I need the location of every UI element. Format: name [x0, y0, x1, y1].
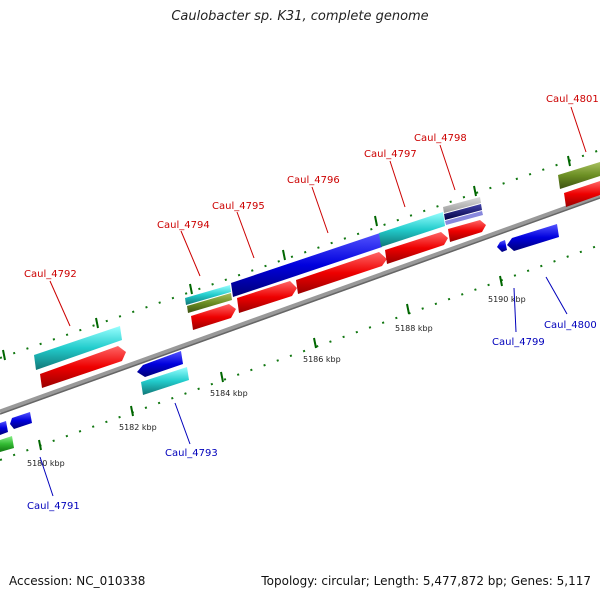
- tick-mark: [95, 317, 99, 329]
- genome-backbone: [0, 193, 600, 415]
- leader-lines-bottom: [39, 276, 568, 497]
- leader-line: [570, 106, 587, 153]
- tick-mark: [2, 349, 6, 361]
- leader-line: [389, 160, 406, 208]
- leader-line: [49, 280, 71, 327]
- tick-mark: [220, 371, 224, 383]
- tick-mark: [38, 439, 42, 451]
- gene-caul-4801-red[interactable]: [564, 181, 600, 207]
- gene-caul-4793-blue[interactable]: [137, 351, 183, 377]
- gene-caul-4794-olive[interactable]: [187, 293, 232, 313]
- gene-caul-4794-cyan[interactable]: [185, 285, 231, 305]
- leader-line: [236, 211, 255, 259]
- gene-label[interactable]: Caul_4791: [27, 501, 80, 512]
- tick-mark: [406, 303, 410, 315]
- gene-label[interactable]: Caul_4796: [287, 175, 340, 186]
- tick-mark: [499, 275, 503, 287]
- tick-label: 5182 kbp: [119, 423, 157, 432]
- gene-caul-4798-gray[interactable]: [443, 197, 481, 213]
- accession-label: Accession: NC_010338: [9, 574, 146, 588]
- tick-mark: [189, 283, 193, 295]
- gene-caul-4795-blue[interactable]: [231, 233, 382, 297]
- gene-label[interactable]: Caul_4794: [157, 220, 210, 231]
- tick-mark: [130, 405, 134, 417]
- tick-label: 5186 kbp: [303, 355, 341, 364]
- tick-label: 5188 kbp: [395, 324, 433, 333]
- leader-line: [180, 230, 201, 277]
- genome-backbone-shadow: [0, 197, 600, 415]
- gene-caul-4798-red[interactable]: [448, 220, 486, 242]
- leader-line: [174, 402, 191, 445]
- gene-label[interactable]: Caul_4793: [165, 448, 218, 459]
- tick-label: 5190 kbp: [488, 295, 526, 304]
- leader-line: [39, 456, 54, 497]
- lower-guide-line: [0, 244, 600, 461]
- gene-caul-4791-blue-2[interactable]: [10, 412, 32, 429]
- tick-mark: [473, 185, 477, 197]
- genome-summary: Topology: circular; Length: 5,477,872 bp…: [261, 574, 591, 588]
- gene-label[interactable]: Caul_4800: [544, 320, 597, 331]
- leader-line: [439, 144, 456, 191]
- tick-label: 5180 kbp: [27, 459, 65, 468]
- map-title: Caulobacter sp. K31, complete genome: [171, 9, 429, 24]
- gene-caul-4800-blue[interactable]: [507, 224, 559, 251]
- gene-caul-4791-green[interactable]: [0, 436, 14, 452]
- gene-label[interactable]: Caul_4798: [414, 133, 467, 144]
- gene-caul-4797-cyan[interactable]: [379, 212, 445, 247]
- tick-mark: [567, 155, 571, 167]
- gene-caul-4798-navy[interactable]: [444, 204, 482, 220]
- gene-caul-4797-red[interactable]: [385, 232, 448, 264]
- leader-line: [513, 287, 517, 333]
- tick-mark: [374, 215, 378, 227]
- gene-caul-4795-red[interactable]: [237, 281, 297, 313]
- gene-caul-4794-red[interactable]: [191, 304, 236, 330]
- tick-mark: [282, 249, 286, 261]
- gene-caul-4793-cyan[interactable]: [141, 367, 189, 395]
- gene-caul-4796-red[interactable]: [296, 252, 387, 294]
- kbp-ticks: [2, 155, 571, 451]
- gene-caul-4799-blue[interactable]: [497, 240, 507, 252]
- gene-caul-4791-blue[interactable]: [0, 421, 8, 435]
- gene-label[interactable]: Caul_4799: [492, 337, 545, 348]
- gene-label[interactable]: Caul_4792: [24, 269, 77, 280]
- gene-label[interactable]: Caul_4801: [546, 94, 599, 105]
- tick-mark: [313, 337, 317, 349]
- leader-lines-top: [49, 106, 587, 327]
- gene-caul-4792-red[interactable]: [40, 346, 126, 388]
- gene-caul-4792-cyan[interactable]: [34, 326, 122, 370]
- gene-caul-4801-olive[interactable]: [558, 162, 600, 189]
- gene-caul-4798-lavender[interactable]: [445, 211, 483, 225]
- gene-label[interactable]: Caul_4795: [212, 201, 265, 212]
- gene-label[interactable]: Caul_4797: [364, 149, 417, 160]
- tick-label: 5184 kbp: [210, 389, 248, 398]
- leader-line: [545, 276, 568, 315]
- leader-line: [311, 186, 329, 234]
